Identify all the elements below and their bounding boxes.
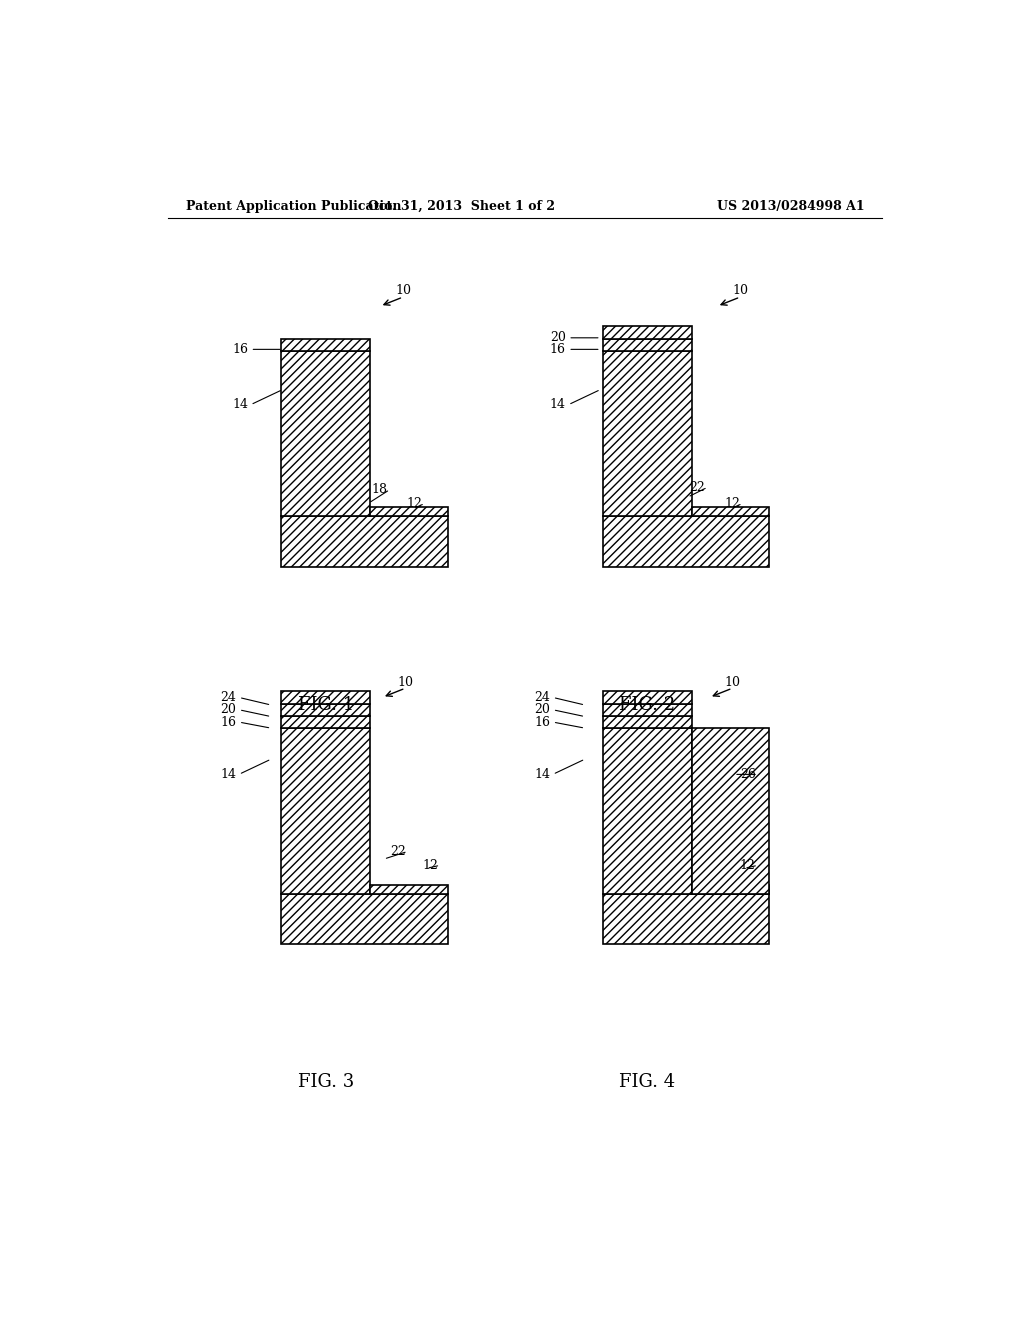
Text: 16: 16	[232, 343, 248, 356]
Bar	[281, 351, 371, 516]
Text: Oct. 31, 2013  Sheet 1 of 2: Oct. 31, 2013 Sheet 1 of 2	[368, 199, 555, 213]
Text: FIG. 3: FIG. 3	[298, 1073, 353, 1092]
Bar	[692, 729, 769, 894]
Text: 20: 20	[220, 704, 237, 717]
Text: FIG. 2: FIG. 2	[620, 696, 675, 714]
Bar	[692, 884, 769, 894]
Bar	[603, 351, 692, 516]
Text: 12: 12	[407, 496, 423, 510]
Text: FIG. 1: FIG. 1	[298, 696, 353, 714]
Text: 18: 18	[372, 483, 388, 496]
Bar	[603, 729, 692, 894]
Text: 12: 12	[724, 496, 740, 510]
Text: 12: 12	[422, 859, 438, 871]
Bar	[281, 692, 371, 704]
Bar	[603, 715, 692, 729]
Text: 14: 14	[535, 768, 550, 781]
Bar	[603, 704, 692, 715]
Bar	[281, 729, 371, 894]
Text: 24: 24	[220, 690, 237, 704]
Text: 16: 16	[535, 715, 550, 729]
Text: 22: 22	[390, 845, 406, 858]
Text: 14: 14	[550, 399, 566, 412]
Text: 24: 24	[535, 690, 550, 704]
Text: 10: 10	[397, 676, 414, 689]
Bar	[692, 507, 769, 516]
Text: 16: 16	[220, 715, 237, 729]
Bar	[603, 339, 692, 351]
Text: 10: 10	[732, 284, 749, 297]
Text: 12: 12	[740, 859, 756, 871]
Bar	[371, 884, 447, 894]
Text: Patent Application Publication: Patent Application Publication	[186, 199, 401, 213]
Text: 14: 14	[220, 768, 237, 781]
Text: 26: 26	[740, 768, 756, 781]
Text: US 2013/0284998 A1: US 2013/0284998 A1	[717, 199, 864, 213]
Bar	[281, 715, 371, 729]
Bar	[603, 516, 769, 566]
Bar	[603, 692, 692, 704]
Text: 10: 10	[725, 676, 740, 689]
Bar	[603, 326, 692, 339]
Text: 14: 14	[232, 399, 248, 412]
Bar	[281, 516, 447, 566]
Text: 16: 16	[550, 343, 566, 356]
Text: 20: 20	[535, 704, 550, 717]
Bar	[603, 894, 769, 944]
Text: 22: 22	[689, 480, 706, 494]
Bar	[371, 507, 447, 516]
Bar	[281, 894, 447, 944]
Bar	[281, 339, 371, 351]
Text: FIG. 4: FIG. 4	[620, 1073, 675, 1092]
Text: 20: 20	[550, 331, 566, 345]
Text: 10: 10	[395, 284, 411, 297]
Bar	[281, 704, 371, 715]
